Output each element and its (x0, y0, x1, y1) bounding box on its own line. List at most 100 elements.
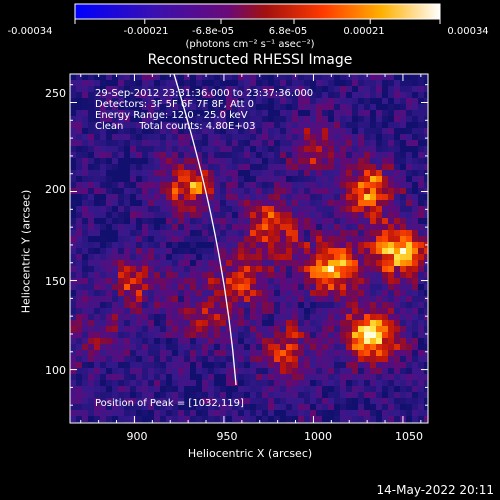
heatmap-cell (238, 356, 244, 362)
heatmap-cell (412, 266, 418, 272)
heatmap-cell (418, 110, 424, 116)
heatmap-cell (358, 254, 364, 260)
heatmap-cell (262, 260, 268, 266)
heatmap-cell (424, 188, 428, 194)
heatmap-cell (352, 206, 358, 212)
heatmap-cell (166, 86, 172, 92)
heatmap-cell (394, 266, 400, 272)
heatmap-cell (280, 182, 286, 188)
heatmap-cell (136, 152, 142, 158)
heatmap-cell (280, 416, 286, 422)
heatmap-cell (304, 116, 310, 122)
heatmap-cell (232, 296, 238, 302)
heatmap-cell (376, 320, 382, 326)
heatmap-cell (88, 356, 94, 362)
heatmap-cell (184, 194, 190, 200)
heatmap-cell (418, 314, 424, 320)
heatmap-cell (100, 236, 106, 242)
heatmap-cell (130, 236, 136, 242)
heatmap-cell (250, 188, 256, 194)
heatmap-cell (376, 194, 382, 200)
heatmap-cell (226, 188, 232, 194)
heatmap-cell (340, 200, 346, 206)
heatmap-cell (334, 302, 340, 308)
heatmap-cell (250, 242, 256, 248)
heatmap-cell (160, 386, 166, 392)
heatmap-cell (118, 278, 124, 284)
heatmap-cell (106, 374, 112, 380)
heatmap-cell (262, 350, 268, 356)
heatmap-cell (346, 80, 352, 86)
heatmap-cell (88, 194, 94, 200)
heatmap-cell (394, 356, 400, 362)
heatmap-cell (190, 206, 196, 212)
heatmap-cell (136, 260, 142, 266)
heatmap-cell (388, 248, 394, 254)
heatmap-cell (208, 284, 214, 290)
heatmap-cell (364, 98, 370, 104)
heatmap-cell (202, 230, 208, 236)
heatmap-cell (424, 200, 428, 206)
heatmap-cell (280, 362, 286, 368)
heatmap-cell (400, 110, 406, 116)
heatmap-cell (268, 242, 274, 248)
heatmap-cell (100, 116, 106, 122)
heatmap-cell (262, 182, 268, 188)
heatmap-cell (94, 164, 100, 170)
heatmap-cell (118, 296, 124, 302)
heatmap-cell (376, 110, 382, 116)
heatmap-cell (376, 266, 382, 272)
heatmap-cell (310, 236, 316, 242)
heatmap-cell (292, 416, 298, 422)
heatmap-cell (250, 98, 256, 104)
heatmap-cell (178, 230, 184, 236)
heatmap-cell (214, 230, 220, 236)
heatmap-cell (304, 302, 310, 308)
heatmap-cell (100, 374, 106, 380)
heatmap-cell (94, 344, 100, 350)
heatmap-cell (280, 242, 286, 248)
heatmap-cell (238, 218, 244, 224)
heatmap-cell (388, 410, 394, 416)
heatmap-cell (286, 248, 292, 254)
heatmap-cell (340, 230, 346, 236)
heatmap-cell (172, 224, 178, 230)
heatmap-cell (94, 236, 100, 242)
heatmap-cell (226, 392, 232, 398)
heatmap-cell (112, 350, 118, 356)
heatmap-cell (214, 152, 220, 158)
heatmap-cell (76, 350, 82, 356)
heatmap-cell (124, 338, 130, 344)
heatmap-cell (352, 338, 358, 344)
heatmap-cell (232, 380, 238, 386)
heatmap-cell (70, 80, 76, 86)
heatmap-cell (160, 140, 166, 146)
heatmap-cell (118, 236, 124, 242)
heatmap-cell (364, 164, 370, 170)
heatmap-cell (70, 164, 76, 170)
heatmap-cell (262, 92, 268, 98)
heatmap-cell (370, 236, 376, 242)
heatmap-cell (388, 392, 394, 398)
heatmap-cell (382, 326, 388, 332)
heatmap-cell (352, 230, 358, 236)
heatmap-cell (250, 146, 256, 152)
heatmap-cell (124, 104, 130, 110)
heatmap-cell (142, 368, 148, 374)
heatmap-cell (202, 74, 208, 80)
heatmap-cell (148, 206, 154, 212)
heatmap-cell (226, 374, 232, 380)
heatmap-cell (298, 98, 304, 104)
heatmap-cell (340, 398, 346, 404)
heatmap-cell (70, 116, 76, 122)
heatmap-cell (298, 188, 304, 194)
heatmap-cell (418, 308, 424, 314)
heatmap-cell (412, 92, 418, 98)
heatmap-cell (262, 392, 268, 398)
heatmap-cell (70, 230, 76, 236)
heatmap-cell (214, 212, 220, 218)
heatmap-cell (208, 338, 214, 344)
heatmap-cell (208, 254, 214, 260)
heatmap-cell (136, 86, 142, 92)
heatmap-cell (184, 224, 190, 230)
